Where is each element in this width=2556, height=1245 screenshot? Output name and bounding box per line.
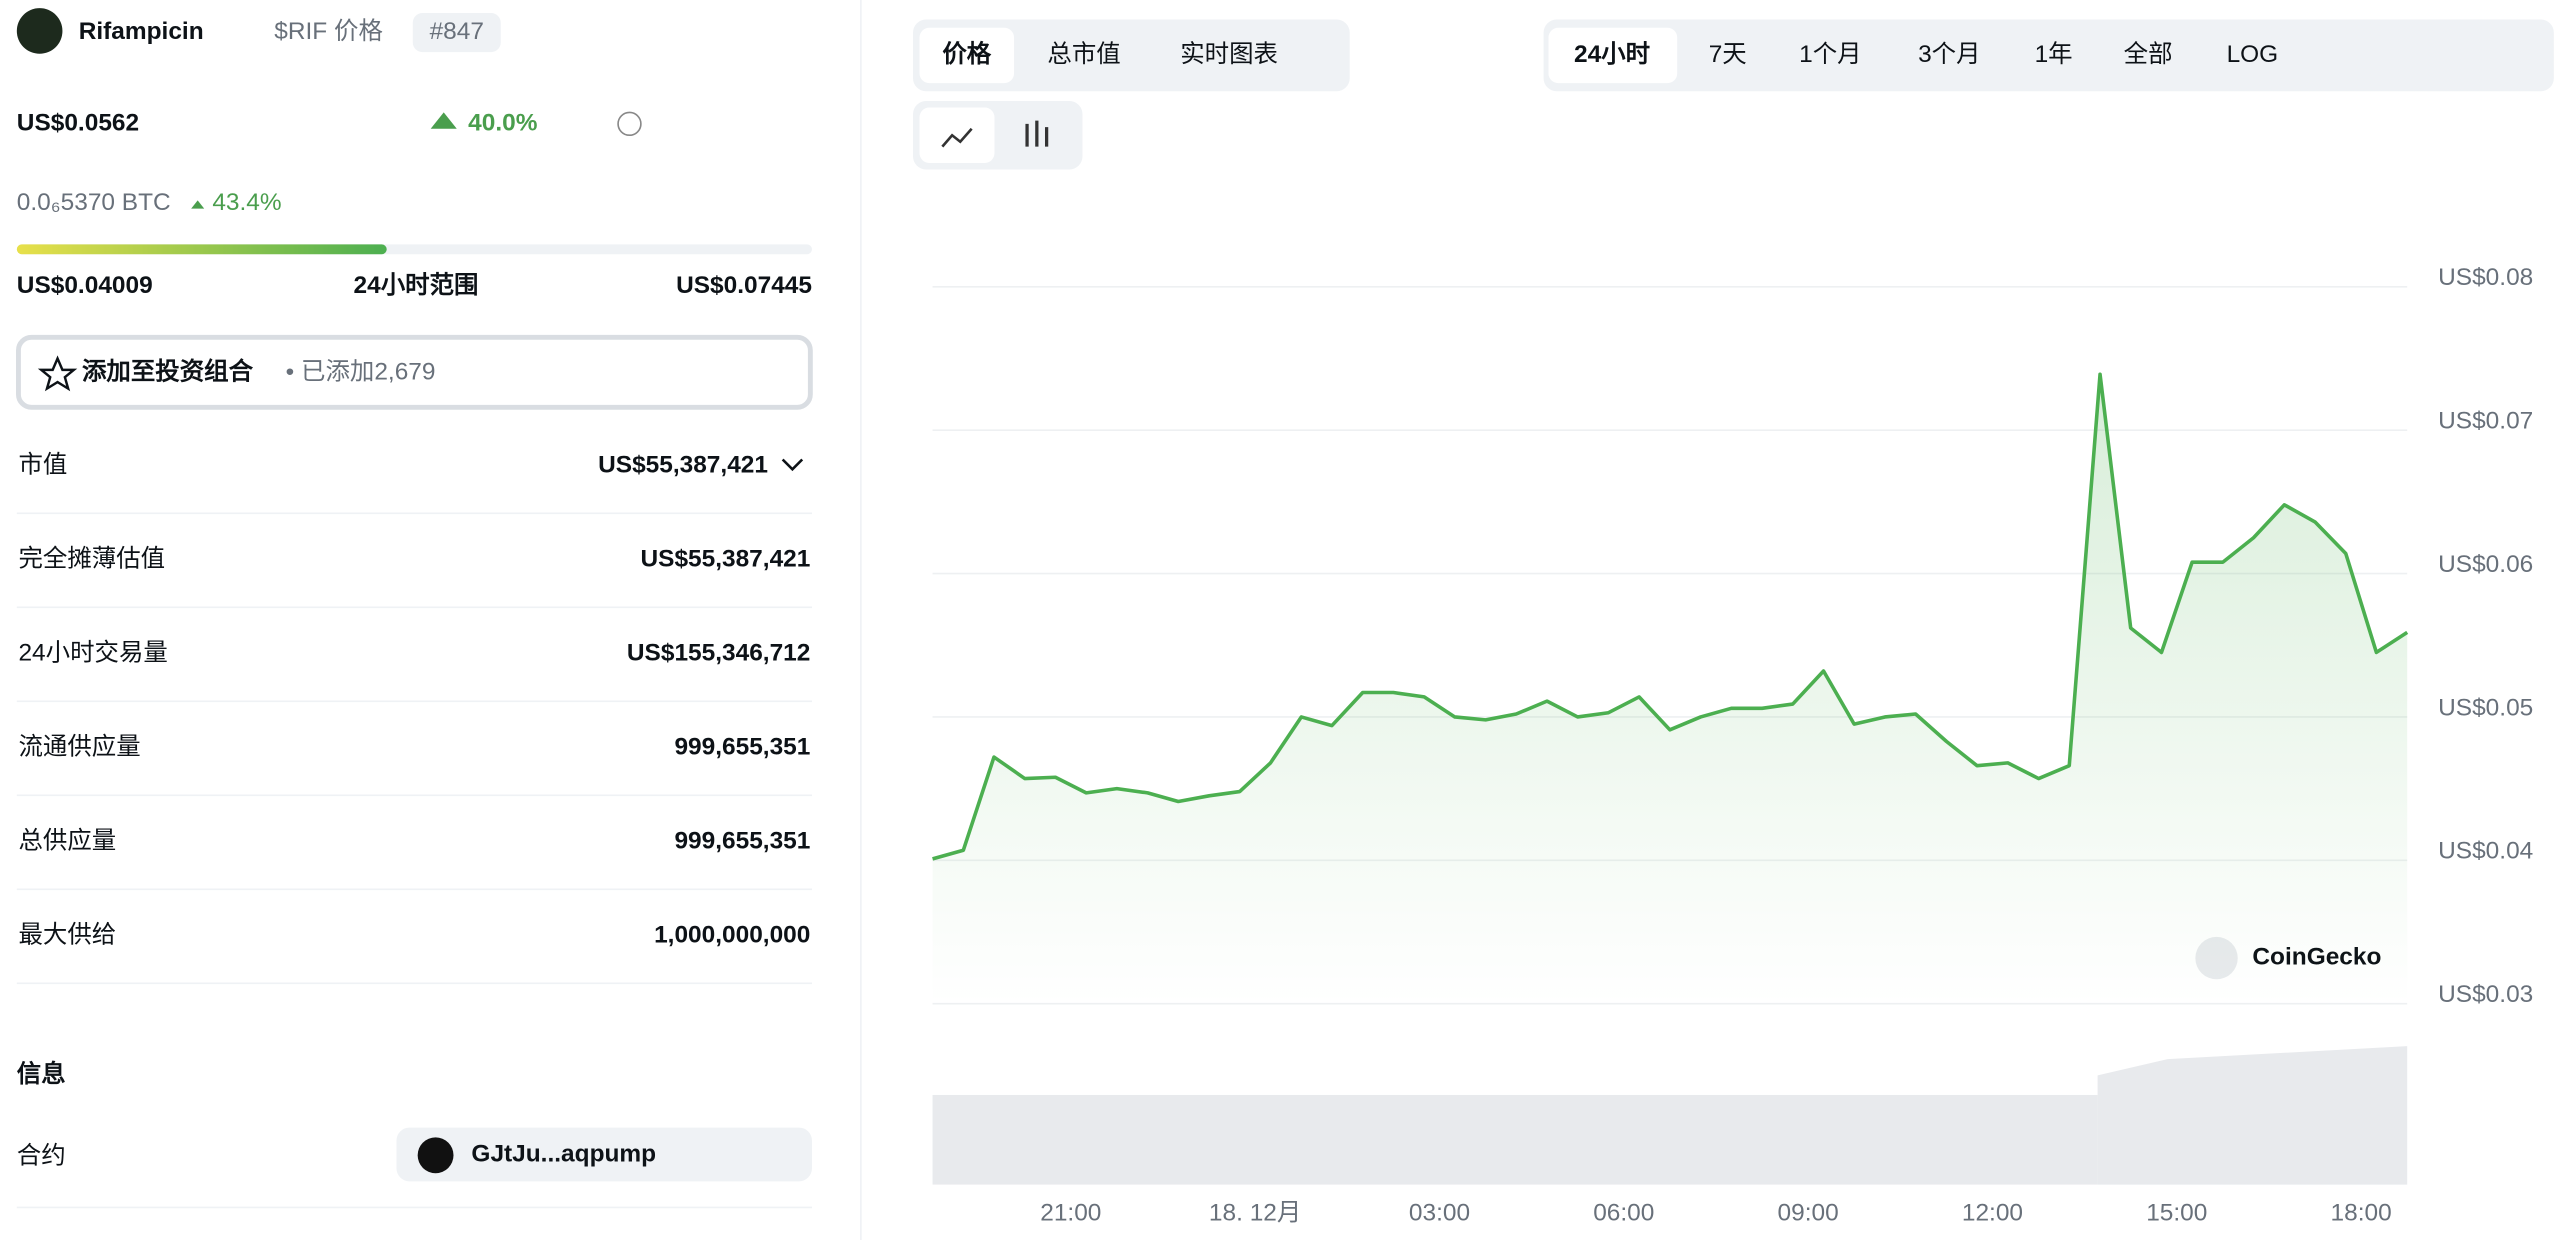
stat-label: 完全摊薄估值 [18,544,165,572]
dropdown-icon[interactable] [781,458,804,472]
stat-value: 1,000,000,000 [654,922,810,949]
range-active [1548,27,1678,84]
y-tick-label: US$0.08 [2438,264,2533,291]
candle-icon[interactable] [1025,120,1049,147]
line-icon [941,127,973,148]
coin-logo [16,8,63,54]
stat-value: US$55,387,421 [640,545,810,572]
range-low: US$0.04009 [17,272,153,299]
stat-value: 999,655,351 [674,828,810,855]
range-option[interactable]: 1个月 [1799,41,1861,68]
price-area [932,374,2408,1004]
line-type-button[interactable] [919,107,995,163]
range-option[interactable]: 3个月 [1918,41,1980,68]
btc-price: 0.0₆5370 BTC [17,189,171,216]
y-tick-label: US$0.05 [2438,694,2533,721]
price-line [932,372,2409,861]
stat-label: 最大供给 [18,921,116,949]
info-icon [617,111,642,137]
x-tick-label: 12:00 [1962,1199,2023,1226]
rank-badge [412,13,501,53]
tab-active [919,27,1015,84]
rank: #847 [430,18,484,45]
tab[interactable]: 总市值 [1047,40,1120,68]
portfolio-label: 添加至投资组合 [82,357,254,386]
stat-value: 999,655,351 [674,734,810,761]
chain-icon [417,1137,454,1174]
y-tick-label: US$0.04 [2438,838,2533,865]
range-label: 24小时范围 [354,271,479,299]
stat-value: US$155,346,712 [627,640,810,667]
tab[interactable]: 价格 [942,39,991,68]
x-tick-label: 18. 12月 [1209,1199,1301,1226]
x-tick-label: 03:00 [1409,1199,1470,1226]
x-tick-label: 18:00 [2331,1199,2392,1226]
stat-label: 总供应量 [18,827,116,855]
stat-label: 市值 [18,450,67,478]
contract-chip[interactable] [396,1127,812,1182]
x-tick-label: 09:00 [1778,1199,1839,1226]
volume-bars [932,1094,2098,1185]
stat-label: 24小时交易量 [18,639,167,667]
range-option[interactable]: 全部 [2124,40,2173,68]
range-option[interactable]: 1年 [2035,40,2073,68]
range-high: US$0.07445 [676,272,812,299]
x-tick-label: 06:00 [1593,1199,1654,1226]
up-arrow [191,200,205,209]
info-title: 信息 [17,1059,66,1088]
range-option[interactable]: 7天 [1709,41,1747,68]
coin-name: Rifampicin [79,18,204,45]
range-fill [16,244,387,255]
y-tick-label: US$0.07 [2438,407,2533,434]
contract: GJtJu...aqpump [471,1141,656,1168]
tab-bar [913,19,1350,92]
range-option[interactable]: LOG [2227,41,2279,68]
price-change: 40.0% [468,109,538,136]
star-icon [37,355,78,392]
portfolio-button[interactable] [16,334,813,410]
range-option[interactable]: 24小时 [1574,40,1650,68]
coin-symbol: $RIF 价格 [274,17,383,45]
range-bar [1543,19,2554,92]
stat-value: US$55,387,421 [598,451,768,478]
stat-label: 流通供应量 [18,733,140,761]
y-tick-label: US$0.03 [2438,981,2533,1008]
btc-change: 43.4% [212,189,281,216]
y-tick-label: US$0.06 [2438,551,2533,578]
up-arrow [430,112,457,129]
volume-bars [2097,1046,2408,1185]
x-tick-label: 15:00 [2146,1199,2207,1226]
x-tick-label: 21:00 [1040,1199,1101,1226]
price: US$0.0562 [17,109,139,136]
portfolio-added: • 已添加2,679 [286,358,436,386]
tab[interactable]: 实时图表 [1180,40,1278,68]
contract-label: 合约 [17,1141,66,1169]
